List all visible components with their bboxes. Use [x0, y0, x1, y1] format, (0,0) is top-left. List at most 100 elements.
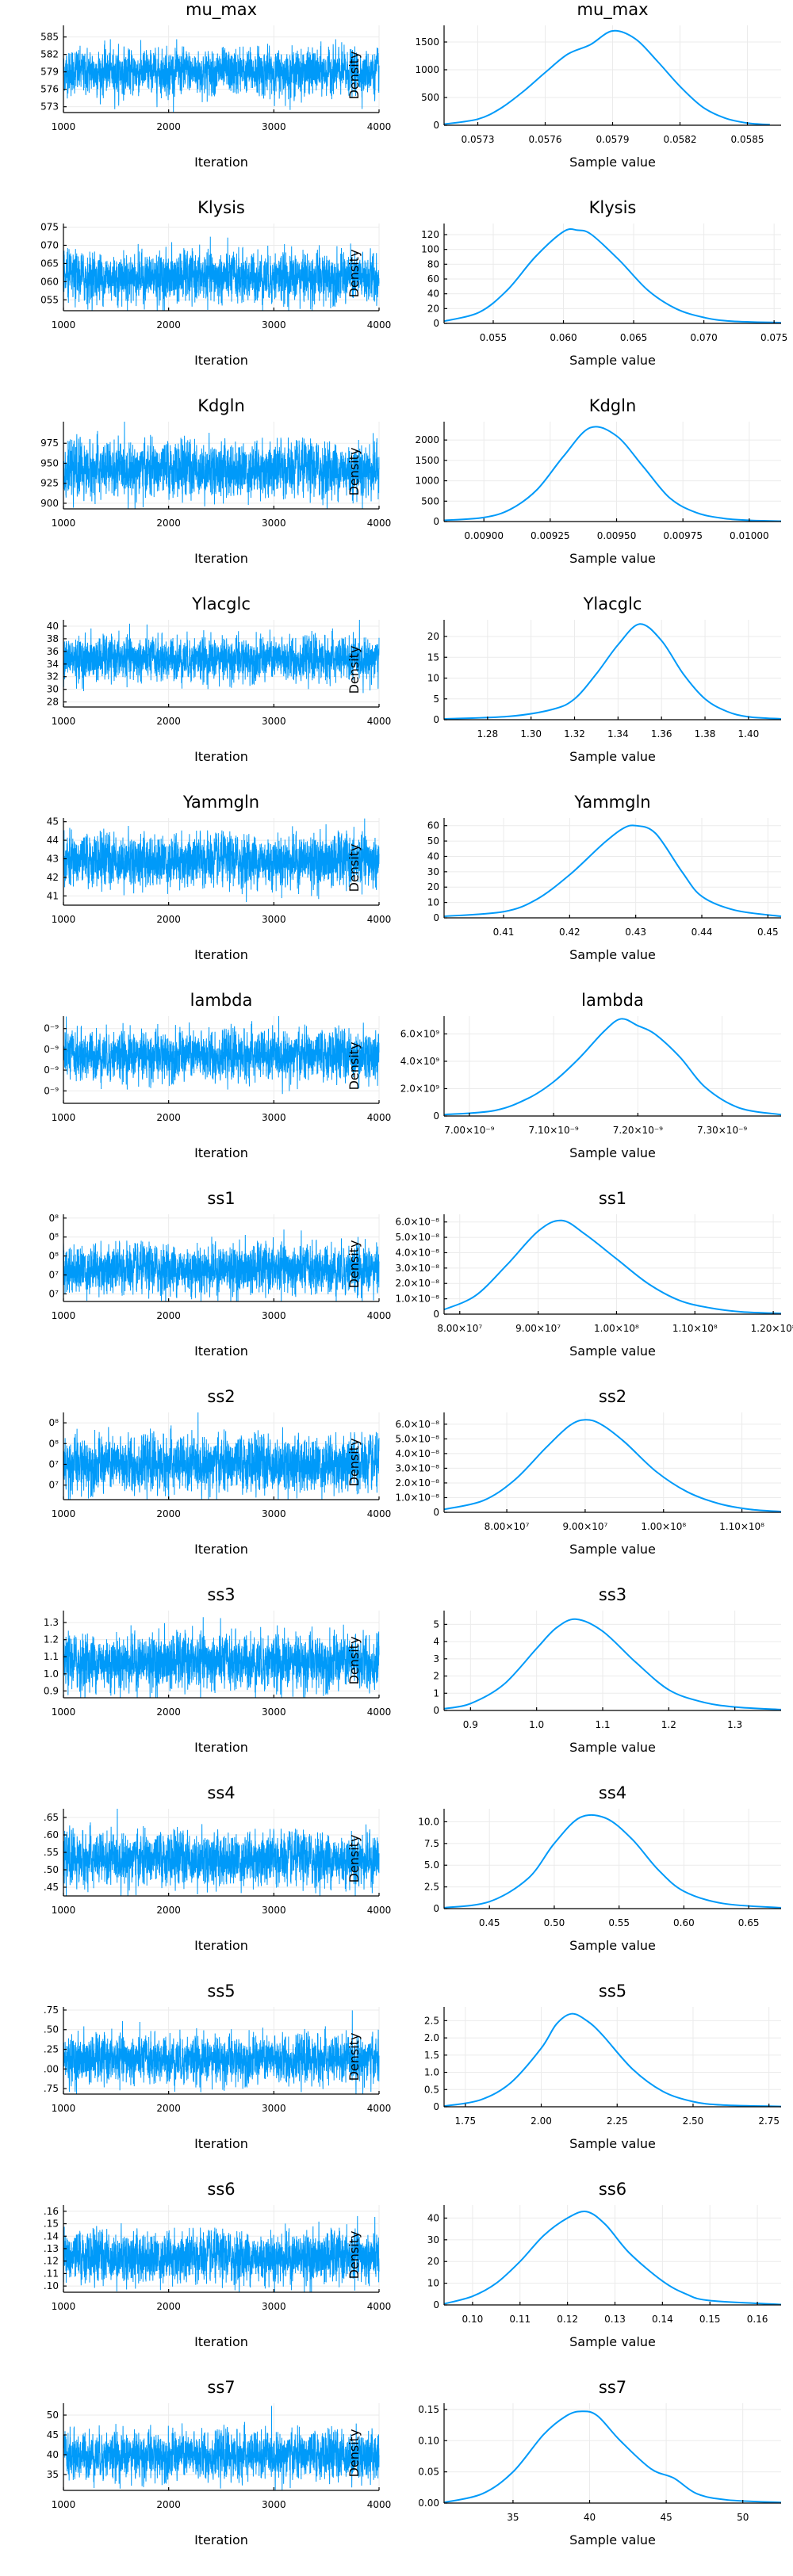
density-x-tick-label: 0.16	[747, 2314, 768, 2325]
panel-row-Yammgln: 1000 2000 3000 4000 41 42 43 44 45 Yammgln Iterati…	[47, 793, 782, 962]
density-x-label: Sample value	[569, 2334, 656, 2349]
density-x-label: Sample value	[569, 1740, 656, 1755]
density-x-tick-label: 0.55	[608, 1917, 630, 1928]
density-x-tick-label: 0.00900	[464, 530, 504, 541]
density-x-tick-label: 0.00950	[597, 530, 637, 541]
density-title: ss6	[599, 2180, 626, 2199]
trace-y-tick-label: 40	[47, 621, 59, 632]
trace-panel-lambda: 1000 2000 3000 4000 0⁻⁹ 0⁻⁹ 0⁻⁹ 0⁻⁹ lambda Iterat…	[44, 991, 391, 1160]
trace-x-tick-label: 3000	[262, 914, 286, 925]
density-x-label: Sample value	[569, 155, 656, 170]
trace-line-ss1	[63, 1229, 380, 1302]
density-y-tick-label: 10	[427, 2278, 439, 2289]
trace-x-label: Iteration	[194, 947, 248, 962]
trace-y-tick-label: 0⁸	[49, 1232, 59, 1243]
density-line-ss6	[443, 2210, 782, 2306]
density-y-tick-label: 30	[427, 866, 439, 877]
density-panel-ss4: 0.45 0.50 0.55 0.60 0.65 0 2.5 5.0 7.5 10.0 ss4 Sam…	[347, 1783, 782, 1953]
trace-x-tick-label: 4000	[367, 2103, 392, 2114]
trace-x-tick-label: 2000	[156, 121, 181, 132]
density-x-tick-label: 0.11	[509, 2314, 531, 2325]
trace-title: mu_max	[186, 0, 257, 20]
density-x-tick-label: 1.75	[454, 2115, 476, 2127]
trace-x-tick-label: 4000	[367, 2499, 392, 2510]
trace-x-label: Iteration	[194, 353, 248, 368]
density-y-tick-label: 40	[427, 289, 439, 300]
density-y-label: Density	[347, 1042, 362, 1091]
trace-x-tick-label: 2000	[156, 2103, 181, 2114]
density-y-tick-label: 3.0×10⁻⁸	[395, 1462, 439, 1473]
density-title: ss2	[599, 1387, 626, 1406]
trace-y-tick-label: 30	[47, 684, 59, 695]
trace-y-tick-label: .55	[44, 1847, 59, 1858]
density-y-tick-label: 10	[427, 897, 439, 908]
density-y-label: Density	[347, 1637, 362, 1685]
panel-row-ss1: 1000 2000 3000 4000 0⁷ 0⁷ 0⁸ 0⁸ 0⁸ ss1 Iteration 8.…	[49, 1189, 793, 1359]
trace-x-label: Iteration	[194, 1145, 248, 1160]
trace-x-tick-label: 1000	[52, 914, 76, 925]
density-panel-ss6: 0.10 0.11 0.12 0.13 0.14 0.15 0.16 0 10 20 30 40 ss6…	[347, 2180, 782, 2349]
density-y-tick-label: 5.0×10⁻⁸	[395, 1232, 439, 1243]
density-x-tick-label: 45	[660, 2512, 672, 2523]
density-x-label: Sample value	[569, 1145, 656, 1160]
panel-row-Klysis: 1000 2000 3000 4000055060065070075KlysisIte…	[40, 198, 787, 368]
trace-x-tick-label: 4000	[367, 1310, 392, 1321]
trace-y-tick-label: 0.9	[44, 1685, 59, 1696]
density-y-label: Density	[347, 1240, 362, 1289]
density-panel-ss5: 1.75 2.00 2.25 2.50 2.75 0 0.5 1.0 1.5 2.0 2.5 ss5 S…	[347, 1982, 782, 2151]
density-title: ss1	[599, 1189, 626, 1208]
trace-y-tick-label: 41	[47, 890, 59, 901]
trace-y-tick-label: 0⁸	[49, 1251, 59, 1262]
density-x-label: Sample value	[569, 2532, 656, 2547]
trace-y-tick-label: 579	[40, 67, 59, 78]
density-x-tick-label: 0.60	[673, 1917, 695, 1928]
density-x-tick-label: 0.0573	[462, 134, 495, 145]
trace-panel-ss3: 1000 2000 3000 4000 0.9 1.0 1.1 1.2 1.3 ss3 Iterat…	[44, 1585, 391, 1755]
trace-y-tick-label: 1.3	[44, 1617, 59, 1628]
density-title: ss5	[599, 1982, 626, 2001]
trace-x-tick-label: 4000	[367, 121, 392, 132]
density-y-tick-label: 1	[433, 1687, 439, 1699]
trace-y-tick-label: 975	[40, 438, 59, 449]
density-y-label: Density	[347, 2033, 362, 2081]
density-x-tick-label: 0.65	[738, 1917, 760, 1928]
density-title: ss7	[599, 2378, 626, 2397]
trace-y-tick-label: 0⁷	[49, 1480, 59, 1491]
trace-title: ss6	[207, 2180, 235, 2199]
trace-title: ss3	[207, 1585, 235, 1604]
density-x-label: Sample value	[569, 1343, 656, 1359]
density-y-tick-label: 100	[421, 244, 439, 255]
density-y-tick-label: 5	[433, 1619, 439, 1630]
trace-line-Kdgln	[63, 421, 380, 510]
trace-title: ss5	[207, 1982, 235, 2001]
density-y-label: Density	[347, 844, 362, 892]
density-y-tick-label: 5.0×10⁻⁸	[395, 1433, 439, 1444]
density-x-tick-label: 9.00×10⁷	[515, 1323, 561, 1334]
density-y-tick-label: 20	[427, 303, 439, 314]
trace-y-tick-label: 925	[40, 478, 59, 489]
panel-row-ss5: 1000 2000 3000 4000 .75 .00 .25 .50 .75 ss5 Iterat…	[44, 1982, 782, 2151]
trace-y-tick-label: 32	[47, 671, 59, 682]
trace-y-tick-label: 45	[47, 816, 59, 827]
density-y-tick-label: 60	[427, 273, 439, 285]
density-y-tick-label: 4.0×10⁻⁸	[395, 1448, 439, 1459]
trace-panel-Klysis: 1000 2000 3000 4000 055 060 065 070 075 Klysis Ite…	[40, 198, 391, 368]
trace-y-tick-label: .10	[44, 2280, 59, 2291]
trace-title: ss1	[207, 1189, 235, 1208]
density-x-tick-label: 9.00×10⁷	[562, 1521, 607, 1532]
trace-x-tick-label: 1000	[52, 518, 76, 529]
density-y-tick-label: 500	[421, 495, 439, 506]
trace-y-tick-label: 0⁻⁹	[44, 1085, 59, 1096]
trace-x-label: Iteration	[194, 1740, 248, 1755]
density-y-tick-label: 4	[433, 1636, 439, 1647]
trace-y-tick-label: 075	[40, 222, 59, 233]
trace-panel-ss5: 1000 2000 3000 4000 .75 .00 .25 .50 .75 ss5 Iterat…	[44, 1982, 391, 2151]
trace-x-tick-label: 3000	[262, 2301, 286, 2312]
density-panel-ss1: 8.00×10⁷ 9.00×10⁷ 1.00×10⁸ 1.10×10⁸ 1.20×10⁸…	[347, 1189, 793, 1359]
density-x-tick-label: 8.00×10⁷	[485, 1521, 530, 1532]
density-panel-Kdgln: 0.00900 0.00925 0.00950 0.00975 0.01000 0 500 1…	[347, 396, 782, 566]
density-x-tick-label: 0.15	[699, 2314, 721, 2325]
trace-y-tick-label: .50	[44, 1864, 59, 1875]
trace-y-tick-label: 055	[40, 294, 59, 305]
trace-x-tick-label: 4000	[367, 2301, 392, 2312]
